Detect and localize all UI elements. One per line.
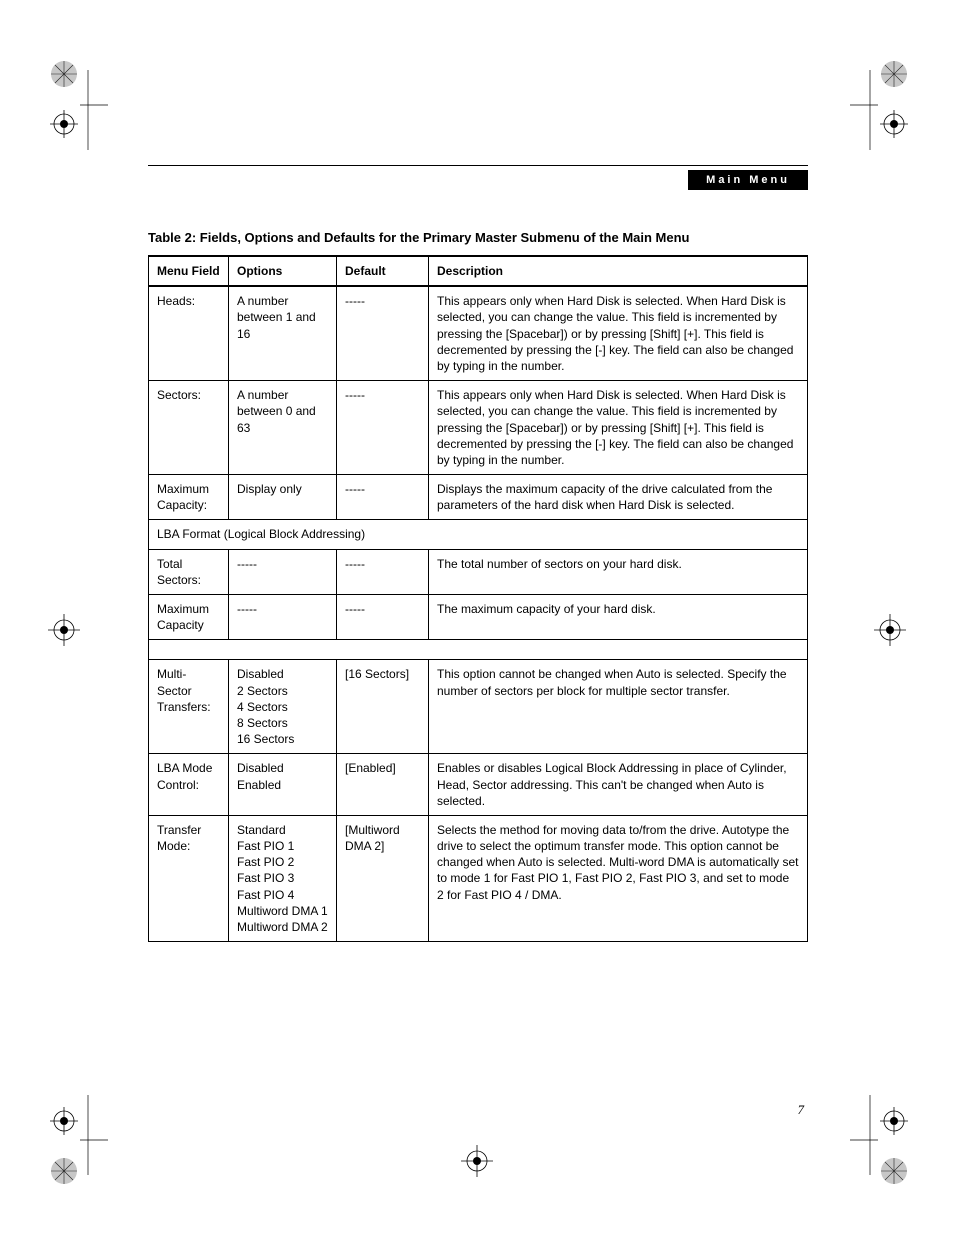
table-cell: ----- [337, 549, 429, 594]
table-row: Transfer Mode:Standard Fast PIO 1 Fast P… [149, 815, 808, 941]
table-cell: Multi-Sector Transfers: [149, 660, 229, 754]
table-cell: This appears only when Hard Disk is sele… [429, 286, 808, 380]
table-row: Sectors:A number between 0 and 63-----Th… [149, 381, 808, 475]
table-caption: Table 2: Fields, Options and Defaults fo… [148, 230, 808, 245]
page-content: Main Menu Table 2: Fields, Options and D… [148, 165, 808, 942]
col-header: Description [429, 256, 808, 286]
table-cell: Displays the maximum capacity of the dri… [429, 475, 808, 520]
table-cell: Display only [229, 475, 337, 520]
table-cell: Disabled 2 Sectors 4 Sectors 8 Sectors 1… [229, 660, 337, 754]
title-bar: Main Menu [148, 170, 808, 190]
section-chip: Main Menu [688, 170, 808, 190]
table-row: Heads:A number between 1 and 16-----This… [149, 286, 808, 380]
table-row: LBA Mode Control:Disabled Enabled[Enable… [149, 754, 808, 816]
printer-mark-icon [50, 60, 108, 150]
table-cell: A number between 1 and 16 [229, 286, 337, 380]
col-header: Options [229, 256, 337, 286]
table-cell: The maximum capacity of your hard disk. [429, 595, 808, 640]
table-empty-row [149, 640, 808, 660]
table-cell: ----- [229, 595, 337, 640]
table-cell: [Enabled] [337, 754, 429, 816]
table-cell: ----- [337, 286, 429, 380]
table-cell: [Multiword DMA 2] [337, 815, 429, 941]
table-cell: ----- [337, 475, 429, 520]
printer-mark-icon [44, 610, 84, 650]
table-cell: Heads: [149, 286, 229, 380]
options-table: Menu Field Options Default Description H… [148, 255, 808, 942]
printer-mark-icon [850, 1095, 908, 1185]
table-cell: ----- [337, 595, 429, 640]
col-header: Menu Field [149, 256, 229, 286]
table-cell: Maximum Capacity: [149, 475, 229, 520]
table-cell: A number between 0 and 63 [229, 381, 337, 475]
table-span-cell: LBA Format (Logical Block Addressing) [149, 520, 808, 549]
printer-mark-icon [50, 1095, 108, 1185]
table-cell: Maximum Capacity [149, 595, 229, 640]
table-cell: This appears only when Hard Disk is sele… [429, 381, 808, 475]
table-cell: Enables or disables Logical Block Addres… [429, 754, 808, 816]
col-header: Default [337, 256, 429, 286]
table-cell: Selects the method for moving data to/fr… [429, 815, 808, 941]
top-rule [148, 165, 808, 166]
table-row: Maximum Capacity:Display only-----Displa… [149, 475, 808, 520]
table-cell: Sectors: [149, 381, 229, 475]
table-empty-cell [149, 640, 808, 660]
table-span-row: LBA Format (Logical Block Addressing) [149, 520, 808, 549]
printer-mark-icon [850, 60, 908, 150]
page-number: 7 [798, 1102, 805, 1118]
table-row: Total Sectors:----------The total number… [149, 549, 808, 594]
table-cell: [16 Sectors] [337, 660, 429, 754]
table-cell: ----- [229, 549, 337, 594]
table-header-row: Menu Field Options Default Description [149, 256, 808, 286]
table-cell: This option cannot be changed when Auto … [429, 660, 808, 754]
table-cell: The total number of sectors on your hard… [429, 549, 808, 594]
table-cell: Standard Fast PIO 1 Fast PIO 2 Fast PIO … [229, 815, 337, 941]
table-cell: Total Sectors: [149, 549, 229, 594]
table-row: Multi-Sector Transfers:Disabled 2 Sector… [149, 660, 808, 754]
table-row: Maximum Capacity----------The maximum ca… [149, 595, 808, 640]
table-cell: ----- [337, 381, 429, 475]
table-cell: Disabled Enabled [229, 754, 337, 816]
table-cell: Transfer Mode: [149, 815, 229, 941]
printer-mark-icon [457, 1141, 497, 1181]
table-cell: LBA Mode Control: [149, 754, 229, 816]
printer-mark-icon [870, 610, 910, 650]
